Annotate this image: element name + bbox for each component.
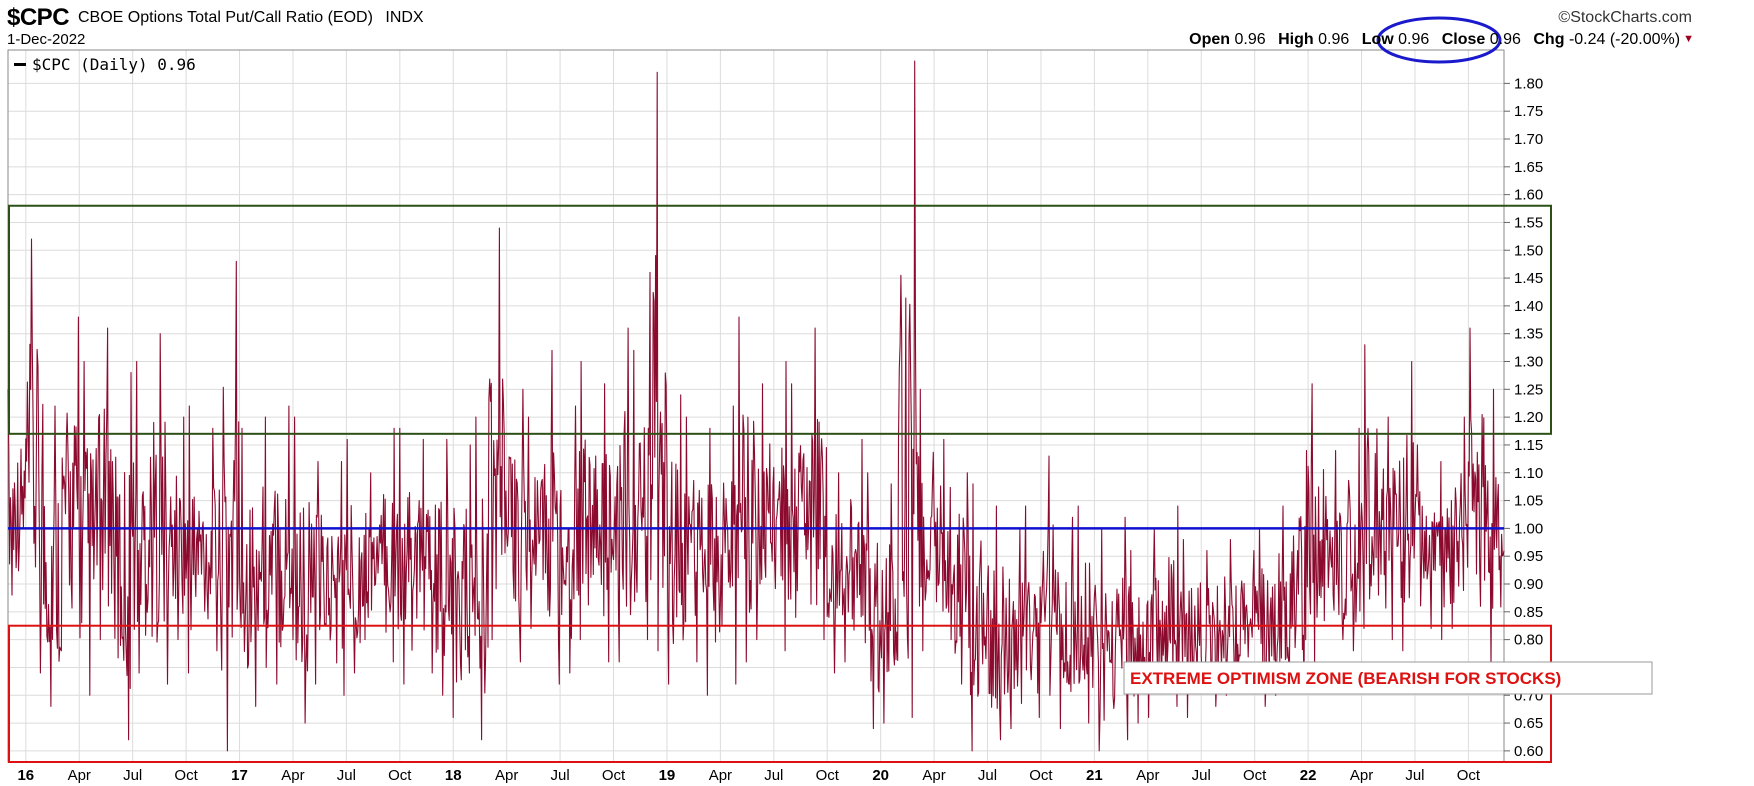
x-tick-label: Jul (1192, 767, 1211, 784)
x-tick-label: Jul (123, 767, 142, 784)
y-tick-label: 1.75 (1514, 103, 1543, 120)
down-triangle-icon: ▼ (1683, 33, 1694, 45)
series-line (7, 60, 1505, 752)
high-label: High (1278, 31, 1314, 48)
y-tick-label: 1.80 (1514, 75, 1543, 92)
x-axis: 16 Apr Jul Oct 17 Apr Jul Oct 18 Apr Jul Oct 19 Apr Ju… (17, 767, 1480, 784)
x-tick-label: 22 (1300, 767, 1317, 784)
y-tick-label: 1.45 (1514, 270, 1543, 287)
x-tick-label: 18 (445, 767, 462, 784)
x-tick-label: Jul (551, 767, 570, 784)
x-tick-label: Jul (978, 767, 997, 784)
open-value: 0.96 (1234, 31, 1266, 48)
x-tick-label: 21 (1086, 767, 1103, 784)
y-tick-label: 1.50 (1514, 242, 1543, 259)
x-tick-label: Oct (1243, 767, 1267, 784)
quote-bar: Open 0.96 High 0.96 Low 0.96 Close 0.96 … (1189, 31, 1694, 49)
y-tick-label: 0.65 (1514, 715, 1543, 732)
close-label: Close (1441, 31, 1486, 48)
copyright-icon: © (1558, 9, 1571, 26)
x-tick-label: Apr (922, 767, 945, 784)
x-tick-label: 16 (17, 767, 34, 784)
x-tick-label: Oct (1457, 767, 1481, 784)
x-tick-label: Apr (1350, 767, 1373, 784)
y-tick-label: 1.35 (1514, 326, 1543, 343)
x-tick-label: 17 (231, 767, 248, 784)
x-tick-label: Jul (1405, 767, 1424, 784)
y-tick-label: 1.30 (1514, 354, 1543, 371)
y-tick-label: 0.90 (1514, 576, 1543, 593)
x-tick-label: Apr (495, 767, 518, 784)
chart-title: CBOE Options Total Put/Call Ratio (EOD) … (78, 9, 424, 27)
y-tick-label: 1.15 (1514, 437, 1543, 454)
annotation-text: EXTREME OPTIMISM ZONE (BEARISH FOR STOCK… (1130, 669, 1561, 688)
price-series (7, 60, 1505, 752)
y-tick-label: 0.60 (1514, 743, 1543, 760)
high-value: 0.96 (1318, 31, 1350, 48)
y-tick-label: 1.20 (1514, 409, 1543, 426)
y-tick-label: 1.05 (1514, 493, 1543, 510)
y-tick-label: 1.25 (1514, 381, 1543, 398)
y-tick-label: 0.95 (1514, 548, 1543, 565)
x-tick-label: Apr (281, 767, 304, 784)
chart-date: 1-Dec-2022 (7, 31, 86, 48)
y-tick-label: 1.10 (1514, 465, 1543, 482)
legend-line-icon (14, 63, 26, 66)
x-tick-label: Oct (602, 767, 626, 784)
open-label: Open (1189, 31, 1231, 48)
pessimism-zone-box (8, 204, 1552, 435)
close-highlight-circle (1376, 16, 1502, 64)
x-tick-label: Apr (709, 767, 732, 784)
chg-value: -0.24 (-20.00%) (1568, 31, 1681, 48)
x-tick-label: Apr (68, 767, 91, 784)
y-tick-label: 0.80 (1514, 632, 1543, 649)
x-tick-label: Oct (174, 767, 198, 784)
x-tick-label: Oct (816, 767, 840, 784)
annotation-box (1123, 661, 1653, 695)
legend: $CPC (Daily) 0.96 (14, 55, 196, 74)
y-tick-label: 1.65 (1514, 159, 1543, 176)
y-tick-label: 1.55 (1514, 214, 1543, 231)
y-tick-label: 1.70 (1514, 131, 1543, 148)
close-value: 0.96 (1489, 31, 1521, 48)
x-tick-label: Apr (1136, 767, 1159, 784)
y-tick-label: 1.40 (1514, 298, 1543, 315)
y-tick-label: 1.60 (1514, 187, 1543, 204)
low-value: 0.96 (1398, 31, 1430, 48)
exchange: INDX (385, 9, 424, 26)
symbol: $CPC (7, 4, 70, 31)
y-tick-label: 1.00 (1514, 520, 1543, 537)
brand-name: StockCharts.com (1570, 9, 1692, 26)
y-tick-label: 0.85 (1514, 604, 1543, 621)
chg-label: Chg (1533, 31, 1565, 48)
x-tick-label: Jul (764, 767, 783, 784)
brand: ©StockCharts.com (1558, 9, 1692, 27)
x-tick-label: Jul (337, 767, 356, 784)
x-tick-label: 20 (872, 767, 889, 784)
title-text: CBOE Options Total Put/Call Ratio (EOD) (78, 9, 373, 26)
x-tick-label: 19 (659, 767, 676, 784)
y-axis: 0.600.650.700.750.800.850.900.951.001.05… (1504, 75, 1543, 760)
legend-label: $CPC (Daily) 0.96 (32, 55, 196, 74)
annotation-group: EXTREME OPTIMISM ZONE (BEARISH FOR STOCK… (1123, 661, 1653, 695)
x-tick-label: Oct (1029, 767, 1053, 784)
x-tick-label: Oct (388, 767, 412, 784)
low-label: Low (1361, 31, 1394, 48)
